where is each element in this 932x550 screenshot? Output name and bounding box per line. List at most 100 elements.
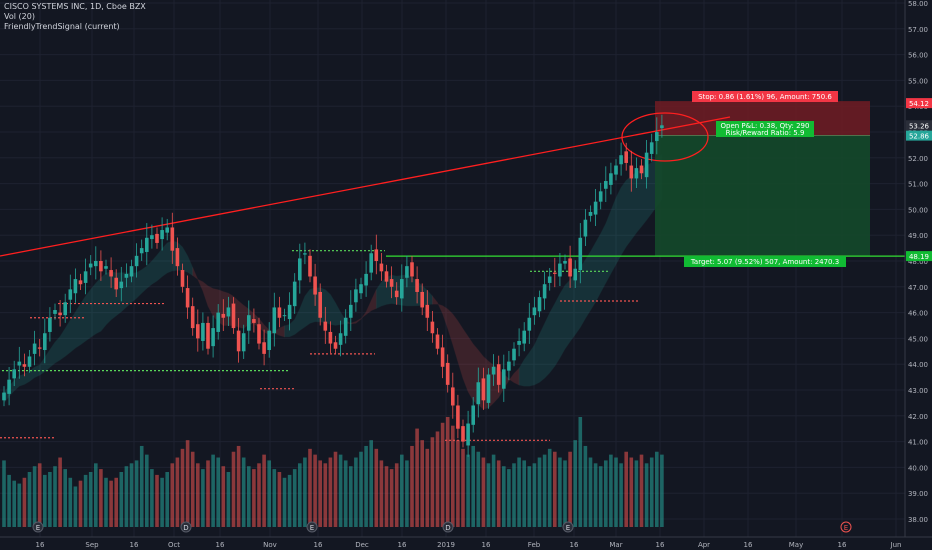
- volume-bar: [588, 457, 593, 527]
- candle-body: [491, 366, 496, 375]
- volume-bar: [553, 451, 557, 527]
- candle-body: [139, 248, 144, 254]
- earnings-event-marker[interactable]: E: [562, 521, 574, 533]
- volume-bar: [522, 460, 526, 527]
- volume-bar: [185, 440, 190, 527]
- price-tick-label: 48.00: [908, 258, 928, 266]
- volume-bar: [435, 431, 440, 527]
- candle-body: [655, 132, 659, 142]
- volume-bar: [277, 472, 282, 527]
- event-marker-text: E: [844, 524, 848, 532]
- volume-bar: [109, 480, 113, 527]
- volume-bar: [359, 451, 363, 527]
- time-tick-label: Oct: [168, 541, 180, 549]
- trend-indicator-label[interactable]: FriendlyTrendSignal (current): [4, 22, 120, 31]
- candle-body: [369, 253, 373, 273]
- candle-body: [394, 290, 399, 298]
- candle-body: [211, 328, 215, 347]
- candle-body: [267, 330, 271, 351]
- volume-bar: [430, 437, 435, 527]
- volume-bar: [593, 463, 598, 527]
- volume-bar: [257, 463, 261, 527]
- time-tick-label: 16: [36, 541, 45, 549]
- candle-body: [542, 284, 547, 299]
- volume-bar: [272, 469, 277, 527]
- price-axis[interactable]: 38.00 39.00 40.00 41.00 42.00 43.00 44.00 45.00…: [904, 0, 932, 537]
- volume-bar: [624, 451, 628, 527]
- candle-body: [94, 261, 98, 267]
- candle-body: [573, 268, 577, 281]
- volume-bar: [400, 454, 404, 527]
- candle-body: [328, 331, 333, 344]
- candle-body: [456, 405, 460, 429]
- volume-bar: [349, 466, 353, 527]
- long-position-tool[interactable]: [386, 101, 905, 257]
- candle-body: [349, 304, 353, 318]
- volume-bar: [471, 445, 475, 527]
- volume-bar: [124, 466, 129, 527]
- candle-body: [553, 272, 557, 274]
- earnings-event-marker[interactable]: E: [306, 521, 318, 533]
- volume-bar: [78, 480, 83, 527]
- event-marker-circle: [32, 521, 44, 533]
- earnings-event-marker[interactable]: E: [840, 521, 852, 533]
- candle-body: [196, 324, 200, 339]
- volume-bar: [649, 457, 654, 527]
- candle-body: [88, 263, 93, 268]
- candle-body: [512, 348, 516, 361]
- candle-body: [109, 270, 113, 277]
- entry-price-tag: [906, 130, 932, 141]
- volume-bar: [313, 454, 317, 527]
- volume-bar: [160, 477, 164, 527]
- candle-body: [236, 330, 241, 352]
- volume-bar: [12, 480, 16, 527]
- price-tick-label: 45.00: [908, 335, 928, 343]
- target-label-box: [684, 256, 846, 267]
- earnings-event-marker[interactable]: E: [32, 521, 44, 533]
- price-tick-label: 38.00: [908, 516, 928, 524]
- time-axis[interactable]: 16 Sep 16 Oct 16 Nov 16 Dec 16 2019 16 Feb 16 Mar 16 Ap…: [0, 536, 932, 550]
- volume-indicator-label[interactable]: Vol (20): [4, 12, 35, 21]
- price-tick-label: 46.00: [908, 310, 928, 318]
- volume-bar: [333, 451, 338, 527]
- dividend-event-marker[interactable]: D: [442, 521, 454, 533]
- volume-bar: [583, 445, 588, 527]
- volume-bar: [578, 417, 583, 527]
- candle-body: [440, 347, 445, 367]
- candle-body: [287, 304, 292, 320]
- volume-bar: [338, 454, 343, 527]
- candle-body: [486, 374, 491, 403]
- candle-body: [568, 258, 572, 277]
- price-tick-label: 57.00: [908, 26, 928, 34]
- breakout-highlight-ellipse[interactable]: [621, 112, 709, 162]
- candle-body: [354, 289, 358, 303]
- candle-body: [629, 165, 634, 179]
- symbol-title[interactable]: CISCO SYSTEMS INC, 1D, Cboe BZX: [4, 2, 146, 11]
- volume-bar: [68, 477, 73, 527]
- volume-bar: [629, 457, 634, 527]
- time-tick-label: 16: [482, 541, 491, 549]
- candle-body: [359, 284, 363, 294]
- volume-bar: [53, 466, 57, 527]
- volume-bar: [558, 457, 562, 527]
- candle-body: [476, 382, 481, 405]
- volume-bar: [512, 463, 516, 527]
- candle-body: [624, 151, 628, 163]
- volume-bar: [134, 460, 139, 527]
- time-tick-label: Nov: [263, 541, 277, 549]
- candle-body: [364, 273, 368, 286]
- volume-bar: [63, 469, 67, 527]
- resistance-trendline[interactable]: [0, 116, 731, 257]
- candle-body: [527, 317, 532, 331]
- candle-body: [323, 321, 328, 331]
- event-marker-text: E: [310, 524, 314, 532]
- time-tick-label: 16: [314, 541, 323, 549]
- candle-body: [303, 253, 307, 255]
- candle-body: [145, 237, 149, 252]
- candle-body: [78, 280, 83, 285]
- volume-bar: [150, 469, 154, 527]
- dividend-event-marker[interactable]: D: [180, 521, 192, 533]
